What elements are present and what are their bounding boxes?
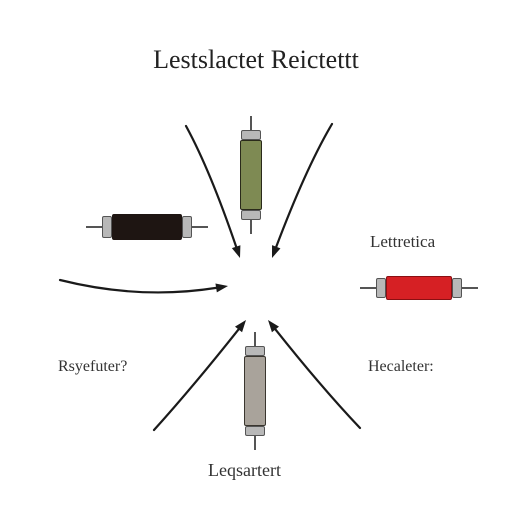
label-bottom: Leqsartert [208, 460, 281, 481]
component-bottom [244, 332, 266, 450]
diagram-canvas: { "title": { "text": "Lestslactet Reicte… [0, 0, 512, 512]
component-top [240, 116, 262, 234]
component-left [86, 214, 208, 240]
label-right-upper: Lettretica [370, 232, 435, 252]
label-left-lower: Rsyefuter? [58, 358, 127, 376]
component-right [360, 276, 478, 300]
label-right-lower: Hecaleter: [368, 358, 434, 376]
